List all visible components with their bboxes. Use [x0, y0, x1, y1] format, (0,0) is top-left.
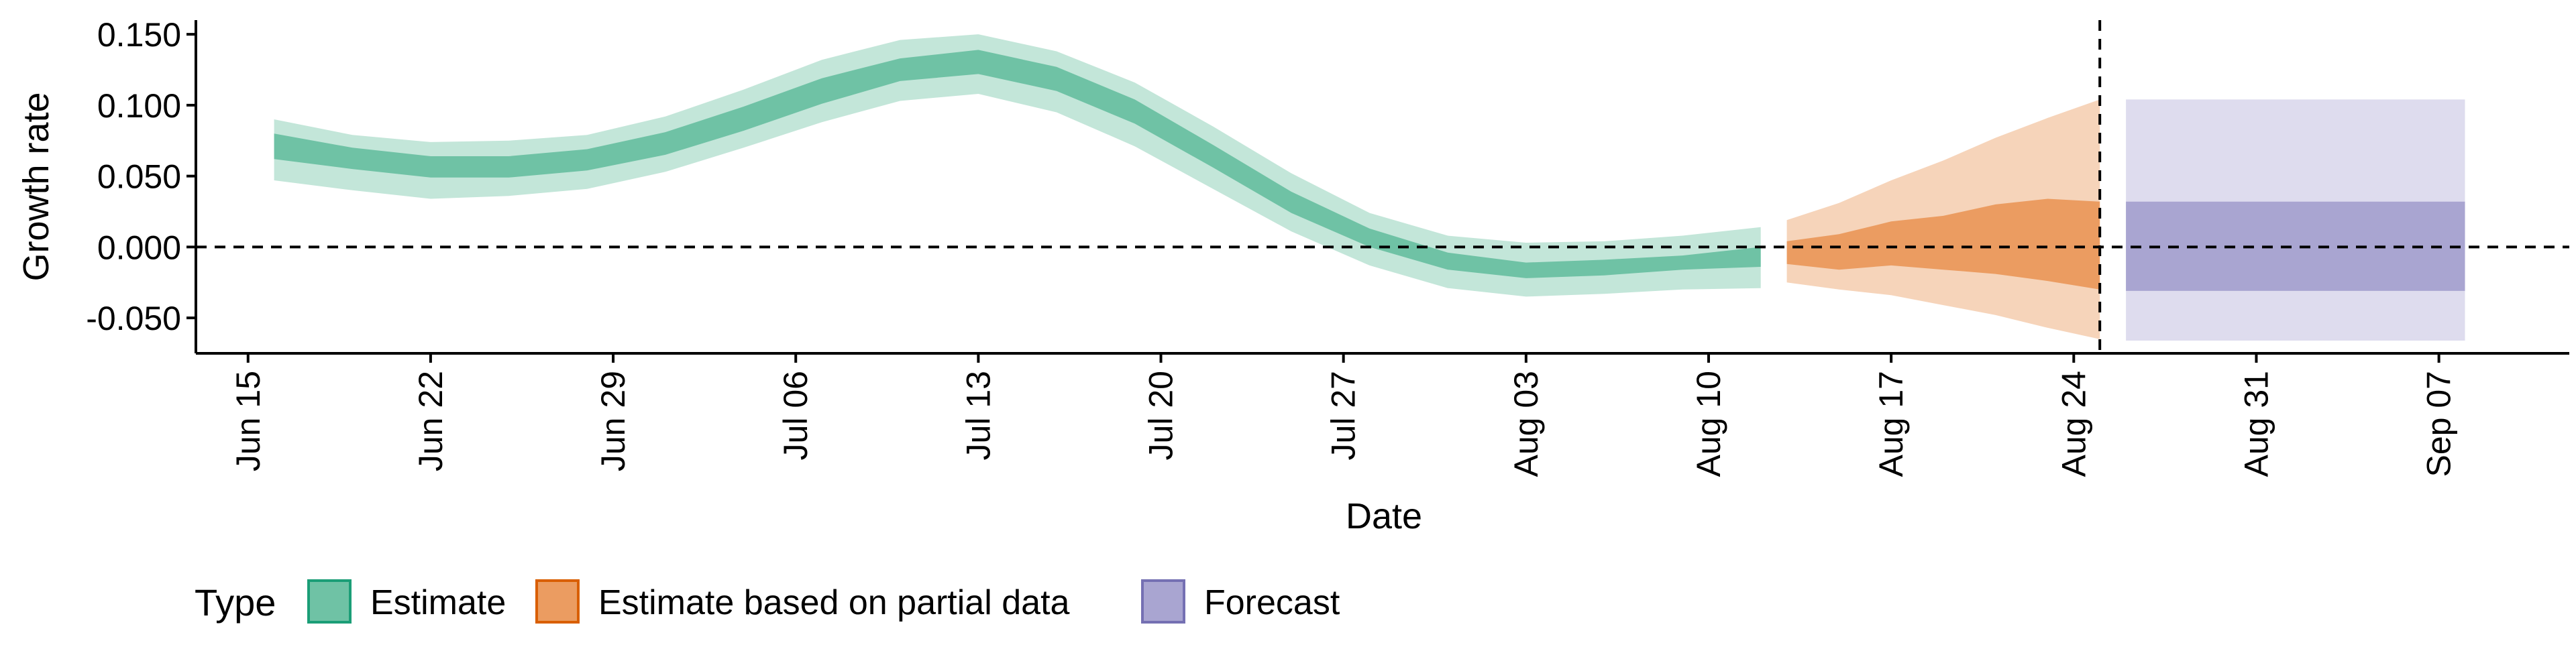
x-tick-label: Jul 20 [1142, 371, 1180, 460]
x-tick-label: Sep 07 [2420, 371, 2458, 477]
legend-title: Type [195, 581, 276, 624]
x-axis-title: Date [1346, 496, 1422, 536]
x-tick-label: Jul 27 [1325, 371, 1362, 460]
x-tick-label: Jun 22 [412, 371, 449, 471]
estimate-based-on-partial-data-inner-band [1786, 198, 2100, 290]
y-tick-label: 0.150 [97, 16, 181, 54]
reference-lines-layer [196, 20, 2569, 353]
legend-swatch [307, 579, 352, 624]
legend-label: Forecast [1204, 583, 1340, 622]
legend: Type Estimate Estimate based on partial d… [195, 579, 1340, 624]
x-tick-label: Aug 10 [1690, 371, 1727, 477]
forecast-inner-band [2126, 201, 2465, 291]
x-tick-label: Jul 06 [777, 371, 814, 460]
legend-label: Estimate [370, 583, 506, 622]
y-tick-label: 0.000 [97, 229, 181, 266]
y-tick-label: -0.050 [86, 300, 181, 337]
y-tick-label: 0.050 [97, 158, 181, 196]
x-tick-label: Jun 15 [229, 371, 267, 471]
legend-label: Estimate based on partial data [598, 583, 1070, 622]
axes-layer [195, 20, 2569, 355]
x-tick-label: Aug 24 [2055, 371, 2092, 477]
x-axis-ticks: Jun 15 Jun 22 Jun 29 Jul 06 Jul 13 Jul 20 Jul … [229, 353, 2458, 477]
estimate-inner-band [274, 50, 1761, 278]
x-tick-label: Aug 17 [1872, 371, 1910, 477]
x-tick-label: Jun 29 [594, 371, 632, 471]
x-tick-label: Aug 03 [1507, 371, 1545, 477]
legend-swatch [535, 579, 580, 624]
y-tick-label: 0.100 [97, 87, 181, 125]
x-tick-label: Aug 31 [2237, 371, 2275, 477]
legend-items: Estimate Estimate based on partial data Fo… [307, 579, 1340, 624]
legend-swatch [1141, 579, 1185, 624]
y-axis-title: Growth rate [16, 92, 56, 281]
estimate-outer-band [274, 34, 1761, 297]
bands-layer [274, 34, 2465, 341]
y-axis-ticks: -0.050 0.000 0.050 0.100 0.150 [86, 16, 196, 337]
x-tick-label: Jul 13 [959, 371, 997, 460]
